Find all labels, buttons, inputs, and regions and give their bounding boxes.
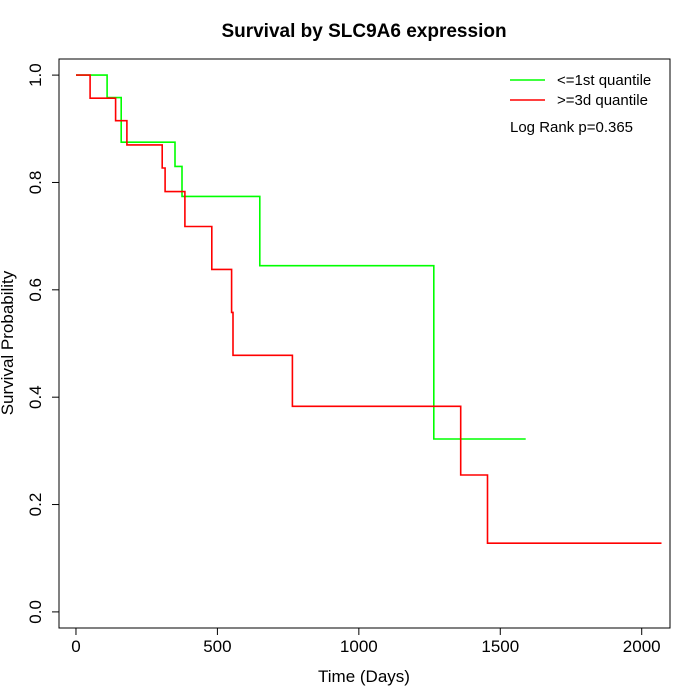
legend-label-1: >=3d quantile	[557, 92, 648, 109]
x-tick-label: 2000	[623, 637, 661, 656]
x-axis-label: Time (Days)	[318, 667, 410, 686]
x-axis: 0 500 1000 1500 2000	[71, 627, 661, 656]
y-tick-label: 0.0	[26, 600, 45, 624]
series-layer	[76, 74, 662, 545]
y-tick-label: 1.0	[26, 63, 45, 87]
x-tick-label: 500	[203, 637, 231, 656]
y-tick-label: 0.4	[26, 385, 45, 409]
x-tick-label: 1000	[340, 637, 378, 656]
y-tick-label: 0.6	[26, 278, 45, 302]
legend-label-0: <=1st quantile	[557, 72, 651, 89]
series-line-0	[76, 74, 526, 440]
x-tick-label: 0	[71, 637, 80, 656]
legend: <=1st quantile >=3d quantile	[510, 72, 651, 109]
series-line-1	[76, 74, 662, 545]
log-rank-annotation: Log Rank p=0.365	[510, 119, 633, 136]
x-tick-label: 1500	[481, 637, 519, 656]
y-tick-label: 0.2	[26, 493, 45, 517]
chart-title: Survival by SLC9A6 expression	[221, 21, 506, 42]
y-tick-label: 0.8	[26, 171, 45, 195]
y-axis: 0.0 0.2 0.4 0.6 0.8 1.0	[26, 63, 60, 624]
y-axis-label: Survival Probability	[0, 270, 17, 415]
